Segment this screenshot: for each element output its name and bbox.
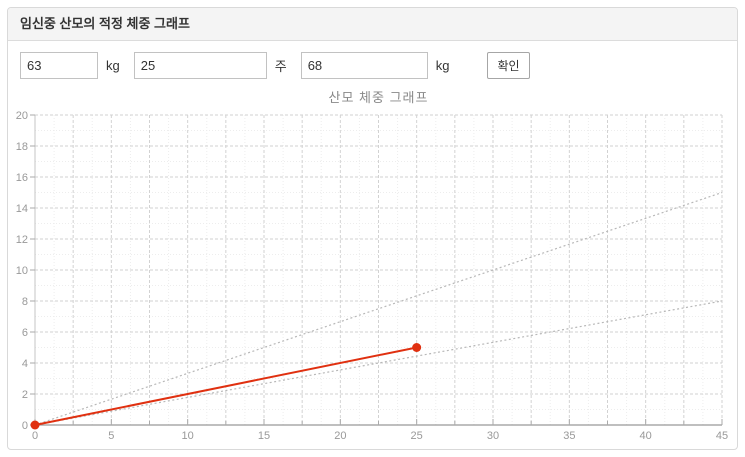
x-tick-label: 5 (108, 430, 114, 442)
x-tick-label: 25 (411, 430, 423, 442)
series-actual-weight-gain (30, 343, 422, 430)
x-tick-label: 40 (640, 430, 652, 442)
weight-before-input[interactable] (20, 52, 98, 79)
x-tick-labels: 0 5 10 15 20 25 30 35 40 45 (32, 430, 728, 442)
y-tick-label: 6 (22, 327, 28, 339)
series-lower-guide-line (34, 300, 723, 426)
y-tick-label: 18 (16, 141, 28, 153)
unit-label-kg-2: kg (435, 58, 450, 73)
grid-major (35, 114, 723, 425)
y-tick-label: 0 (22, 420, 28, 432)
data-point-marker (412, 343, 422, 352)
y-tick-labels: 0 2 4 6 8 10 12 14 16 18 20 (16, 110, 28, 432)
x-tick-label: 15 (258, 430, 270, 442)
x-tick-label: 45 (716, 430, 728, 442)
x-tick-label: 0 (32, 430, 38, 442)
y-tick-label: 2 (22, 389, 28, 401)
pregnancy-weeks-input[interactable] (133, 52, 267, 79)
x-tick-label: 35 (563, 430, 575, 442)
y-tick-label: 20 (16, 110, 28, 122)
x-tick-label: 20 (334, 430, 346, 442)
y-tick-label: 14 (16, 203, 28, 215)
data-point-marker (30, 420, 40, 430)
axis-ticks (30, 114, 723, 426)
y-tick-label: 10 (16, 265, 28, 277)
x-tick-label: 30 (487, 430, 499, 442)
y-tick-label: 12 (16, 234, 28, 246)
unit-label-week: 주 (274, 59, 287, 74)
series-upper-guide-line (34, 191, 723, 426)
weight-chart: 0 5 10 15 20 25 30 35 40 45 0 2 4 6 8 10 12 14 16 18 20 (16, 110, 728, 442)
current-weight-input[interactable] (300, 52, 428, 79)
x-tick-label: 10 (182, 430, 194, 442)
unit-label-kg: kg (106, 58, 120, 73)
panel-header: 임신중 산모의 적정 체중 그래프 (8, 8, 737, 41)
panel-title: 임신중 산모의 적정 체중 그래프 (20, 16, 190, 31)
y-tick-label: 16 (16, 172, 28, 184)
weight-graph-panel: 임신중 산모의 적정 체중 그래프 kg 주 kg 확인 산모 체중 그래프 0… (7, 7, 738, 450)
y-tick-label: 8 (22, 296, 28, 308)
y-tick-label: 4 (22, 358, 28, 370)
confirm-button[interactable]: 확인 (487, 52, 530, 79)
controls-row: kg 주 kg 확인 (20, 52, 530, 79)
